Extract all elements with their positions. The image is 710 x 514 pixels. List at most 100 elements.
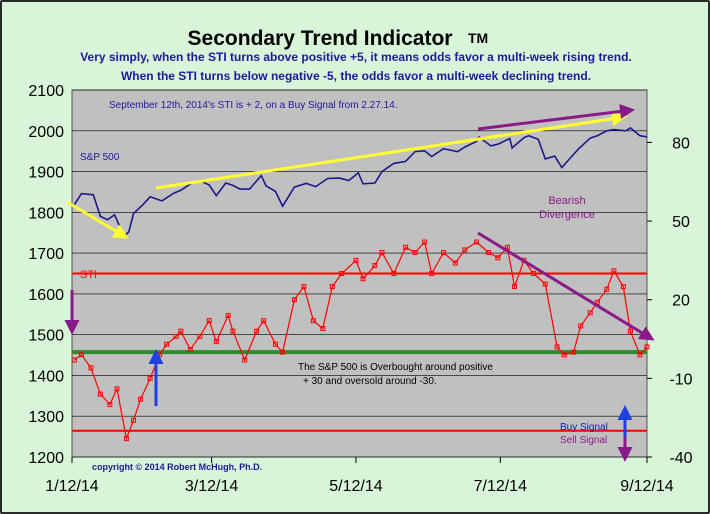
left-tick-label: 1400 xyxy=(28,368,64,385)
trademark-mark: TM xyxy=(468,30,488,46)
sti-point xyxy=(620,284,626,290)
sti-point xyxy=(561,352,567,358)
sti-point xyxy=(462,247,468,253)
sti-point xyxy=(310,318,316,324)
gridlines xyxy=(72,89,647,458)
sti-point xyxy=(379,250,385,256)
trendline-arrow-up xyxy=(155,111,627,190)
left-tick-label: 2100 xyxy=(28,83,64,100)
sti-point xyxy=(578,323,584,329)
left-tick-label: 1700 xyxy=(28,246,64,263)
sti-point xyxy=(474,239,480,245)
sti-point xyxy=(422,239,428,245)
left-axis: 1200 1300 1400 1500 1600 1700 1800 1900 2000 2100 xyxy=(28,83,64,467)
left-tick-label: 2000 xyxy=(28,124,64,141)
sti-point xyxy=(611,268,617,274)
sti-point xyxy=(372,263,378,269)
sti-point xyxy=(542,281,548,287)
sti-point xyxy=(495,255,501,261)
sti-point xyxy=(353,257,359,263)
sti-point xyxy=(530,271,536,276)
copyright-note: copyright © 2014 Robert McHugh, Ph.D. xyxy=(92,462,262,472)
sti-point xyxy=(213,339,219,345)
sell-signal-label: Sell Signal xyxy=(560,435,607,446)
left-tick-label: 1800 xyxy=(28,205,64,222)
sti-point xyxy=(627,328,633,334)
buy-signal-label: Buy Signal xyxy=(560,422,608,433)
overbought-note-1: The S&P 500 is Overbought around positiv… xyxy=(298,362,493,373)
sti-point xyxy=(173,333,179,339)
sti-point xyxy=(339,271,345,276)
sti-point xyxy=(291,297,297,303)
sti-point xyxy=(429,271,435,276)
sti-point xyxy=(320,326,326,332)
sti-point xyxy=(88,365,94,371)
left-tick-label: 1500 xyxy=(28,328,64,345)
sti-point xyxy=(261,318,267,324)
left-tick-label: 1900 xyxy=(28,165,64,182)
sti-point xyxy=(242,357,248,363)
sti-point xyxy=(254,328,260,334)
sti-point xyxy=(131,417,137,423)
x-tick-label: 3/12/14 xyxy=(185,478,238,495)
sti-point xyxy=(114,386,120,392)
sti-point xyxy=(225,312,231,318)
overbought-note-2: + 30 and oversold around -30. xyxy=(303,376,437,387)
sti-point xyxy=(452,260,458,266)
right-tick-label: 20 xyxy=(672,293,690,310)
x-tick-label: 1/12/14 xyxy=(45,478,98,495)
sti-point xyxy=(485,250,491,256)
right-tick-label: -10 xyxy=(669,371,692,388)
trendline-arrow-down xyxy=(66,200,129,239)
sti-point xyxy=(230,328,236,334)
bearish-label-1: Bearish xyxy=(548,195,585,207)
sti-point xyxy=(147,375,153,381)
sti-point xyxy=(71,357,77,363)
sti-point xyxy=(164,341,170,347)
sti-point xyxy=(97,391,103,397)
left-tick-label: 1200 xyxy=(28,450,64,467)
subtitle-line-2: When the STI turns below negative -5, th… xyxy=(121,69,591,83)
right-tick-label: 80 xyxy=(672,135,690,152)
sti-point xyxy=(441,250,447,256)
sti-point xyxy=(78,352,84,358)
sp500-line xyxy=(73,126,648,238)
sti-point xyxy=(412,250,418,256)
sti-point xyxy=(178,328,184,334)
x-tick-label: 7/12/14 xyxy=(474,478,527,495)
status-note: September 12th, 2014's STI is + 2, on a … xyxy=(109,100,397,111)
chart-title: Secondary Trend Indicator xyxy=(188,27,453,50)
sti-point xyxy=(138,396,144,402)
sti-point xyxy=(280,349,286,355)
divergence-arrow-up xyxy=(477,104,635,131)
sti-point xyxy=(587,310,593,316)
sti-point xyxy=(197,333,203,339)
sti-point xyxy=(604,286,610,292)
right-tick-label: 50 xyxy=(672,214,690,231)
sti-point xyxy=(360,276,366,282)
sti-point xyxy=(272,341,278,347)
sti-point xyxy=(554,344,560,350)
sti-point xyxy=(637,352,643,358)
sti-point xyxy=(511,284,517,290)
left-tick-label: 1600 xyxy=(28,287,64,304)
sti-point xyxy=(403,244,409,250)
right-axis: -40 -10 20 50 80 xyxy=(647,135,693,467)
sti-point xyxy=(107,402,113,408)
right-tick-label: -40 xyxy=(669,450,692,467)
divergence-arrow-down xyxy=(477,231,655,341)
sti-point xyxy=(301,284,307,290)
sti-point xyxy=(329,284,335,290)
x-tick-label: 9/12/14 xyxy=(620,478,673,495)
sti-point xyxy=(644,344,650,350)
sti-point xyxy=(187,347,193,353)
left-tick-label: 1300 xyxy=(28,409,64,426)
bearish-label-2: Divergence xyxy=(539,209,595,221)
sti-point xyxy=(123,436,129,442)
subtitle-line-1: Very simply, when the STI turns above po… xyxy=(80,50,632,64)
sti-point xyxy=(571,349,577,355)
sti-label: STI xyxy=(80,269,97,281)
reference-lines xyxy=(72,272,647,432)
sp500-label: S&P 500 xyxy=(80,152,120,163)
